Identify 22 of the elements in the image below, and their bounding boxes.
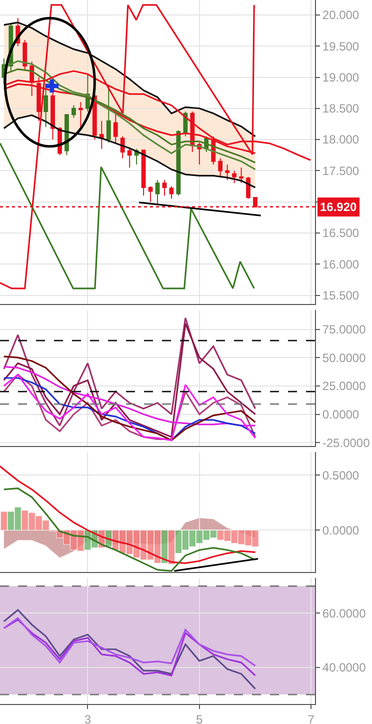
y-tick-label: 17.500 [322,164,360,178]
y-tick-label: 0.5000 [322,468,360,482]
y-tick-label: 16.500 [322,226,360,240]
x-tick-label: 5 [196,712,204,724]
x-tick-label: 7 [308,712,315,724]
y-tick-label: 20.000 [322,8,360,22]
y-tick-label: 0.0000 [322,407,360,422]
x-tick-label: 3 [84,712,92,724]
y-tick-label: 19.500 [322,39,360,54]
y-tick-label: 18.000 [322,132,360,147]
y-tick-label: 60.0000 [322,606,366,620]
y-tick-label: 15.500 [322,288,360,302]
y-tick-label: 16.000 [322,257,360,272]
y-tick-label: 75.0000 [322,322,366,336]
ref-line-label: 16.920 [320,200,358,214]
y-tick-label: 25.0000 [322,379,366,394]
y-tick-label: 19.000 [322,70,360,84]
y-tick-label: 18.500 [322,102,360,116]
y-tick-label: 50.0000 [322,350,366,365]
y-tick-label: 40.0000 [322,660,366,675]
y-tick-label: 0.0000 [322,523,360,538]
y-tick-label: -25.0000 [322,436,370,450]
